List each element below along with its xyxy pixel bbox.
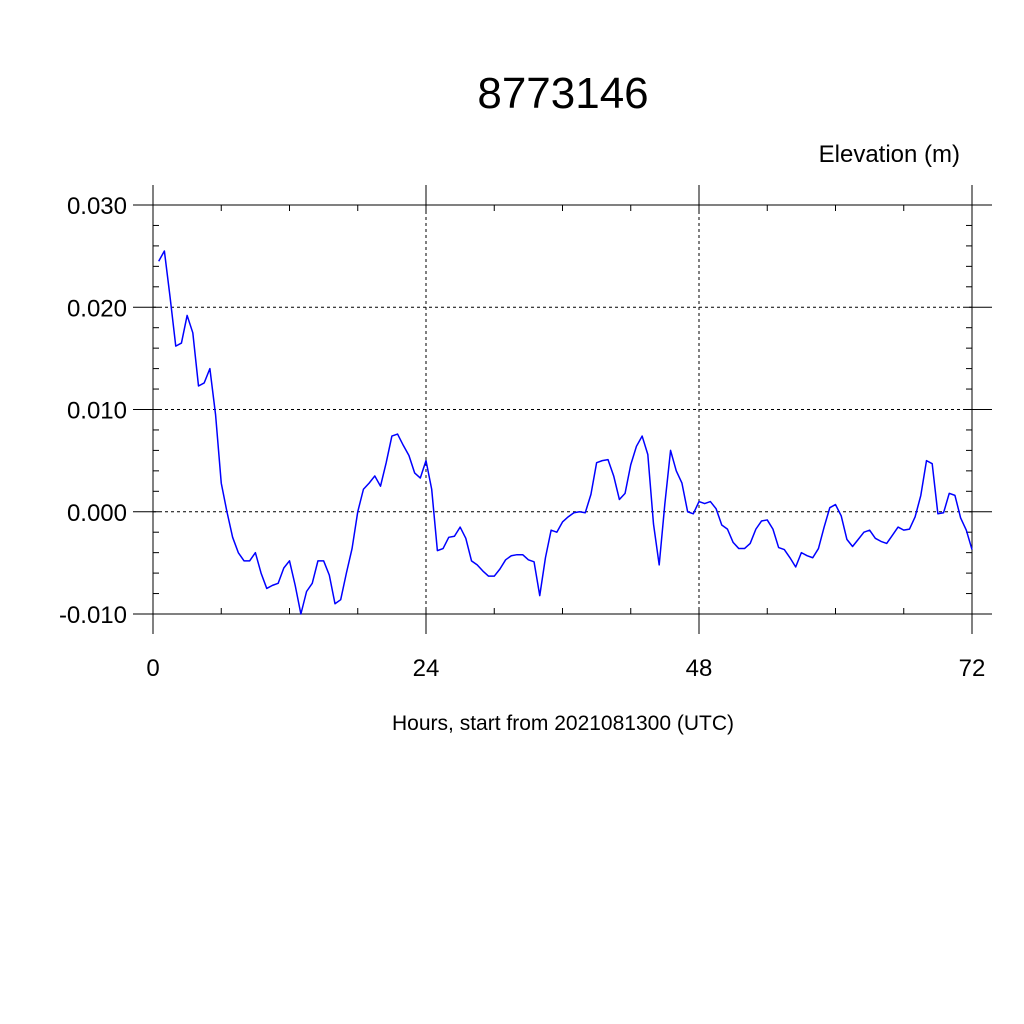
y-tick-labels: -0.010 0.000 0.010 0.020 0.030 — [59, 193, 127, 629]
plot-frame — [152, 204, 973, 615]
major-ticks — [133, 185, 992, 634]
y-tick-label: 0.030 — [67, 193, 127, 220]
x-tick-label: 0 — [146, 655, 159, 682]
chart-title: 8773146 — [477, 69, 648, 118]
y-tick-label: 0.010 — [67, 398, 127, 425]
y-tick-label: 0.000 — [67, 500, 127, 527]
x-axis-label: Hours, start from 2021081300 (UTC) — [392, 712, 734, 735]
x-tick-labels: 0 24 48 72 — [146, 655, 985, 682]
x-tick-label: 48 — [686, 655, 713, 682]
x-tick-label: 24 — [413, 655, 440, 682]
y-axis-label: Elevation (m) — [819, 141, 960, 168]
y-tick-label: -0.010 — [59, 602, 127, 629]
y-tick-label: 0.020 — [67, 295, 127, 322]
x-tick-label: 72 — [959, 655, 986, 682]
series-line — [158, 250, 973, 615]
